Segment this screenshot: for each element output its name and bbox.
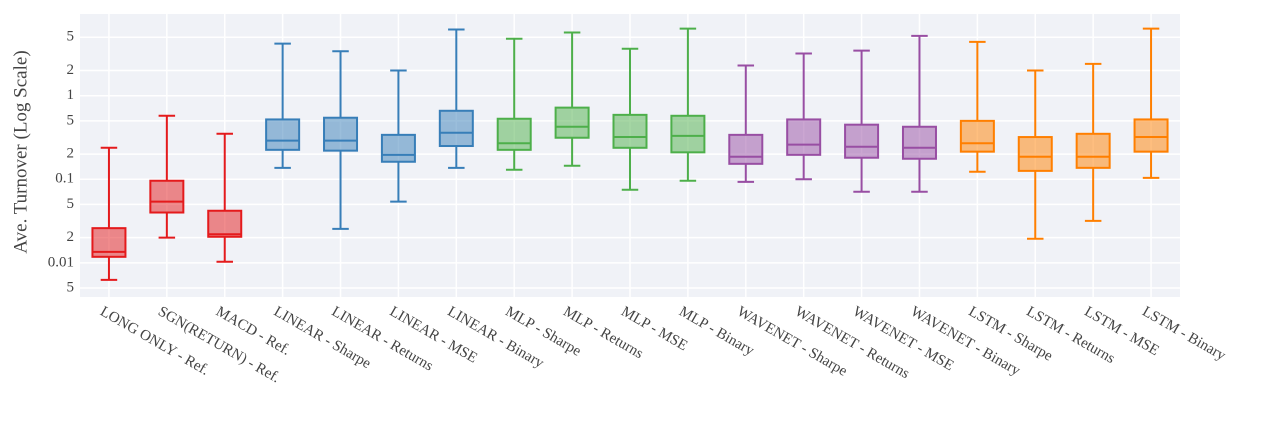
y-tick-label: 5 (67, 112, 75, 128)
box (612, 113, 648, 149)
box (207, 209, 243, 238)
y-tick-label: 2 (67, 229, 75, 245)
box (670, 114, 706, 154)
box (149, 179, 185, 214)
y-tick-label: 0.01 (48, 254, 74, 270)
y-tick-label: 5 (67, 29, 75, 45)
box (901, 125, 937, 160)
x-tick-label: LINEAR - Returns (329, 304, 436, 375)
box (554, 106, 590, 139)
box (844, 123, 880, 159)
box (959, 119, 995, 153)
box (496, 117, 532, 151)
box (1075, 132, 1111, 169)
y-tick-label: 1 (67, 87, 75, 103)
box (786, 118, 822, 156)
y-tick-label: 2 (67, 62, 75, 78)
y-axis-title: Ave. Turnover (Log Scale) (10, 50, 31, 253)
box (265, 118, 301, 151)
box (380, 133, 416, 163)
y-tick-label: 5 (67, 196, 75, 212)
box (1017, 136, 1053, 172)
y-tick-label: 0.1 (55, 171, 74, 187)
y-tick-label: 5 (67, 279, 75, 295)
box (1133, 118, 1169, 153)
box (438, 109, 474, 148)
x-tick-label: LINEAR - Binary (445, 304, 547, 372)
box (323, 116, 359, 152)
x-tick-label: LONG ONLY - Ref. (97, 304, 211, 379)
y-tick-label: 2 (67, 146, 75, 162)
x-tick-label: LINEAR - Sharpe (271, 304, 374, 373)
box (728, 133, 764, 165)
